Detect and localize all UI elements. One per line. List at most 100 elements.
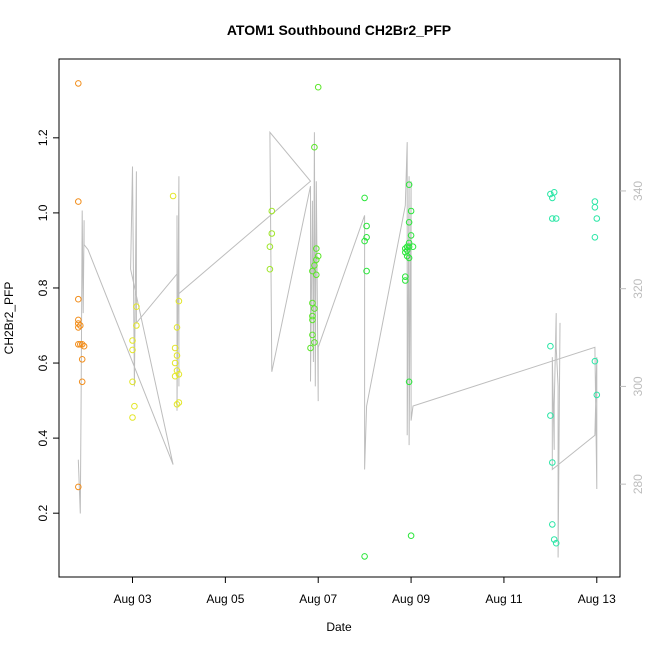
y2-tick-label: 280	[631, 474, 645, 494]
data-point	[549, 459, 556, 466]
data-point	[171, 359, 179, 367]
data-point	[405, 243, 413, 250]
data-point	[77, 341, 84, 348]
data-point	[547, 190, 554, 198]
data-point	[591, 198, 599, 205]
data-point	[311, 143, 318, 151]
data-point	[75, 341, 82, 348]
data-point	[175, 371, 183, 378]
data-point	[311, 262, 318, 269]
y-tick-label: 1.2	[36, 129, 50, 146]
data-point	[363, 222, 370, 230]
data-point	[407, 207, 415, 215]
data-point	[173, 352, 181, 359]
data-point	[405, 181, 413, 188]
data-point	[80, 342, 88, 350]
data-point	[268, 207, 276, 215]
x-tick-label: Aug 13	[578, 592, 616, 606]
data-point	[75, 198, 82, 205]
data-point	[78, 341, 86, 348]
data-point	[361, 237, 368, 245]
data-point	[363, 267, 370, 275]
data-point	[552, 215, 560, 222]
data-point	[402, 273, 409, 281]
data-point	[405, 239, 413, 247]
data-point	[309, 312, 316, 320]
data-point	[309, 316, 316, 324]
data-point	[75, 316, 82, 324]
data-point	[131, 402, 138, 410]
data-point	[549, 215, 556, 222]
data-point	[78, 378, 86, 386]
data-point	[169, 192, 177, 200]
data-point	[75, 320, 82, 327]
data-point	[266, 243, 274, 250]
data-point	[129, 337, 136, 344]
data-point	[173, 401, 181, 408]
y-tick-label: 0.6	[36, 354, 50, 371]
data-point	[407, 532, 415, 540]
line-series	[77, 130, 598, 558]
data-point	[550, 189, 558, 196]
data-point	[550, 536, 558, 543]
data-point	[591, 357, 599, 365]
data-point	[129, 346, 136, 354]
y-tick-label: 0.4	[36, 429, 50, 446]
data-point	[361, 553, 368, 560]
data-point	[129, 414, 136, 421]
y-tick-label: 1.0	[36, 204, 50, 221]
data-point	[309, 331, 316, 339]
data-point	[591, 234, 599, 241]
data-point	[547, 412, 554, 419]
data-point	[173, 324, 181, 331]
data-point	[313, 245, 320, 252]
data-point	[409, 243, 417, 250]
x-tick-label: Aug 03	[113, 592, 151, 606]
data-point	[361, 194, 368, 202]
y2-tick-label: 340	[631, 181, 645, 201]
data-point	[402, 245, 409, 252]
y2-tick-label: 320	[631, 278, 645, 298]
data-point	[407, 232, 415, 239]
data-point	[309, 267, 316, 275]
y-axis: 0.2 0.4 0.6 0.8 1.0 1.2	[36, 129, 59, 522]
y2-tick-label: 300	[631, 376, 645, 396]
y2-axis: 280 300 320 340	[620, 181, 645, 494]
data-point	[173, 367, 181, 374]
data-point	[593, 215, 601, 222]
data-point	[405, 254, 413, 262]
data-point	[405, 378, 413, 386]
data-point	[549, 194, 556, 202]
data-point	[547, 342, 554, 350]
data-point	[311, 339, 318, 346]
scatter-points	[75, 80, 601, 560]
data-point	[171, 372, 179, 380]
data-point	[175, 297, 183, 305]
series-line	[77, 130, 598, 558]
data-point	[313, 256, 320, 264]
x-axis: Aug 03 Aug 05 Aug 07 Aug 09 Aug 11 Aug 13	[113, 577, 616, 606]
data-point	[405, 219, 413, 226]
x-tick-label: Aug 07	[299, 592, 337, 606]
data-point	[75, 295, 82, 303]
data-point	[78, 356, 86, 363]
data-point	[175, 399, 183, 406]
data-point	[266, 265, 274, 273]
data-point	[403, 252, 411, 260]
data-point	[75, 324, 82, 331]
chart-title: ATOM1 Southbound CH2Br2_PFP	[227, 22, 451, 38]
data-point	[593, 391, 601, 399]
y-axis-label: CH2Br2_PFP	[2, 282, 16, 355]
data-point	[314, 83, 322, 91]
data-point	[363, 234, 370, 241]
data-point	[307, 344, 314, 352]
y-tick-label: 0.8	[36, 279, 50, 296]
data-point	[75, 483, 82, 491]
data-point	[129, 378, 136, 386]
data-point	[314, 252, 322, 260]
data-point	[268, 230, 276, 237]
data-point	[311, 305, 318, 312]
x-tick-label: Aug 05	[206, 592, 244, 606]
data-point	[309, 299, 316, 307]
